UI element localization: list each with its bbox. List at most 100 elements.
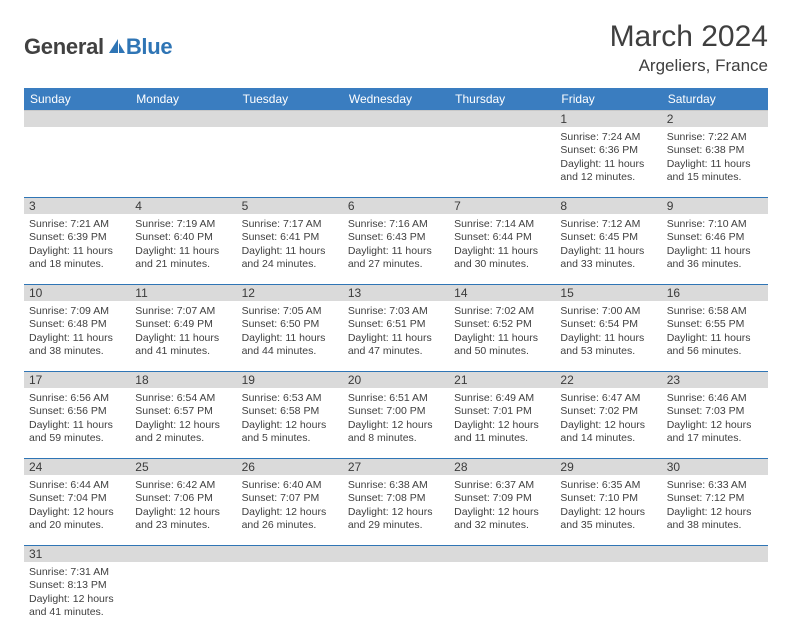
daylight-line1: Daylight: 11 hours [560,332,656,345]
daylight-line2: and 15 minutes. [667,171,763,184]
sunset-line: Sunset: 6:52 PM [454,318,550,331]
day-details: Sunrise: 6:37 AMSunset: 7:09 PMDaylight:… [454,477,550,533]
sunset-line: Sunset: 8:13 PM [29,579,125,592]
day-cell: Sunrise: 6:51 AMSunset: 7:00 PMDaylight:… [343,388,449,458]
header: General Blue March 2024 Argeliers, Franc… [24,20,768,76]
daylight-line2: and 21 minutes. [135,258,231,271]
week-row-3: Sunrise: 6:56 AMSunset: 6:56 PM Daylight:… [24,388,768,459]
day-details: Sunrise: 6:49 AMSunset: 7:01 PMDaylight:… [454,390,550,446]
day-number [449,111,555,127]
sunset-line: Sunset: 6:41 PM [242,231,338,244]
day-cell: Sunrise: 7:10 AMSunset: 6:46 PMDaylight:… [662,214,768,284]
sunset-line: Sunset: 7:08 PM [348,492,444,505]
daylight-line2: and 53 minutes. [560,345,656,358]
day-cell: Sunrise: 7:03 AMSunset: 6:51 PMDaylight:… [343,301,449,371]
sunrise-line: Sunrise: 6:56 AM [29,392,125,405]
daylight-line2: and 35 minutes. [560,519,656,532]
sunset-line: Sunset: 6:55 PM [667,318,763,331]
day-cell: Sunrise: 6:53 AMSunset: 6:58 PMDaylight:… [237,388,343,458]
day-number: 17 [24,372,130,388]
day-number: 21 [449,372,555,388]
week-row-4: Sunrise: 6:44 AMSunset: 7:04 PMDaylight:… [24,475,768,546]
day-details: Sunrise: 7:24 AMSunset: 6:36 PMDaylight:… [560,129,656,185]
daylight-line2: and 11 minutes. [454,432,550,445]
daylight-line1: Daylight: 12 hours [242,419,338,432]
title-block: March 2024 Argeliers, France [610,20,768,76]
day-number: 6 [343,198,449,214]
sunset-line: Sunset: 6:48 PM [29,318,125,331]
day-number: 29 [555,459,661,475]
daylight-line1: Daylight: 12 hours [348,419,444,432]
daylight-line1: Daylight: 11 hours [135,332,231,345]
day-cell: Sunrise: 7:09 AMSunset: 6:48 PMDaylight:… [24,301,130,371]
sunrise-line: Sunrise: 7:12 AM [560,218,656,231]
daylight-line1: Daylight: 11 hours [29,332,125,345]
daylight-line2: and 5 minutes. [242,432,338,445]
sunset-line: Sunset: 6:36 PM [560,144,656,157]
sunrise-line: Sunrise: 6:38 AM [348,479,444,492]
day-cell: Sunrise: 6:33 AMSunset: 7:12 PMDaylight:… [662,475,768,545]
daylight-line2: and 41 minutes. [135,345,231,358]
daylight-line2: and 17 minutes. [667,432,763,445]
sunrise-line: Sunrise: 7:16 AM [348,218,444,231]
day-number: 9 [662,198,768,214]
day-details: Sunrise: 7:21 AMSunset: 6:39 PMDaylight:… [29,216,125,272]
daylight-line2: and 41 minutes. [29,606,125,619]
day-number: 23 [662,372,768,388]
location: Argeliers, France [610,56,768,76]
daylight-line2: and 47 minutes. [348,345,444,358]
sunrise-line: Sunrise: 7:17 AM [242,218,338,231]
daylight-line1: Daylight: 11 hours [667,332,763,345]
day-number: 16 [662,285,768,301]
sunrise-line: Sunrise: 6:54 AM [135,392,231,405]
daylight-line1: Daylight: 11 hours [348,245,444,258]
daylight-line1: Daylight: 11 hours [242,332,338,345]
day-cell: Sunrise: 7:31 AMSunset: 8:13 PMDaylight:… [24,562,130,632]
day-number: 7 [449,198,555,214]
sunset-line: Sunset: 6:54 PM [560,318,656,331]
sunrise-line: Sunrise: 6:49 AM [454,392,550,405]
day-number: 18 [130,372,236,388]
sunrise-line: Sunrise: 7:19 AM [135,218,231,231]
daylight-line2: and 38 minutes. [667,519,763,532]
sunrise-line: Sunrise: 6:47 AM [560,392,656,405]
daylight-line1: Daylight: 12 hours [29,506,125,519]
daylight-line2: and 18 minutes. [29,258,125,271]
daynum-row-3: 17181920212223 [24,372,768,388]
daylight-line1: Daylight: 12 hours [348,506,444,519]
sunset-line: Sunset: 7:07 PM [242,492,338,505]
day-details: Sunrise: 6:33 AMSunset: 7:12 PMDaylight:… [667,477,763,533]
daylight-line2: and 30 minutes. [454,258,550,271]
sunset-line: Sunset: 6:56 PM [29,405,125,418]
daylight-line2: and 33 minutes. [560,258,656,271]
day-cell [130,562,236,632]
sunset-line: Sunset: 7:02 PM [560,405,656,418]
day-number: 2 [662,111,768,127]
day-cell: Sunrise: 6:58 AMSunset: 6:55 PMDaylight:… [662,301,768,371]
sunrise-line: Sunrise: 7:07 AM [135,305,231,318]
day-details: Sunrise: 7:31 AMSunset: 8:13 PMDaylight:… [29,564,125,620]
day-number: 1 [555,111,661,127]
sunrise-line: Sunrise: 7:24 AM [560,131,656,144]
weekday-0: Sunday [24,88,130,110]
daylight-line1: Daylight: 11 hours [454,332,550,345]
day-cell [343,127,449,197]
day-details: Sunrise: 7:19 AMSunset: 6:40 PMDaylight:… [135,216,231,272]
day-number [130,546,236,562]
sunrise-line: Sunrise: 7:10 AM [667,218,763,231]
sunrise-line: Sunrise: 7:00 AM [560,305,656,318]
daylight-line2: and 14 minutes. [560,432,656,445]
day-number: 11 [130,285,236,301]
sunrise-line: Sunrise: 7:03 AM [348,305,444,318]
day-details: Sunrise: 6:40 AMSunset: 7:07 PMDaylight:… [242,477,338,533]
sunset-line: Sunset: 6:38 PM [667,144,763,157]
day-cell: Sunrise: 6:49 AMSunset: 7:01 PMDaylight:… [449,388,555,458]
day-details: Sunrise: 6:54 AMSunset: 6:57 PMDaylight:… [135,390,231,446]
day-cell: Sunrise: 6:42 AMSunset: 7:06 PMDaylight:… [130,475,236,545]
day-cell: Sunrise: 7:21 AMSunset: 6:39 PMDaylight:… [24,214,130,284]
daynum-row-0: 12 [24,111,768,127]
day-details: Sunrise: 6:44 AMSunset: 7:04 PMDaylight:… [29,477,125,533]
calendar-grid: 12Sunrise: 7:24 AMSunset: 6:36 PMDayligh… [24,110,768,632]
week-row-1: Sunrise: 7:21 AMSunset: 6:39 PMDaylight:… [24,214,768,285]
month-title: March 2024 [610,20,768,54]
